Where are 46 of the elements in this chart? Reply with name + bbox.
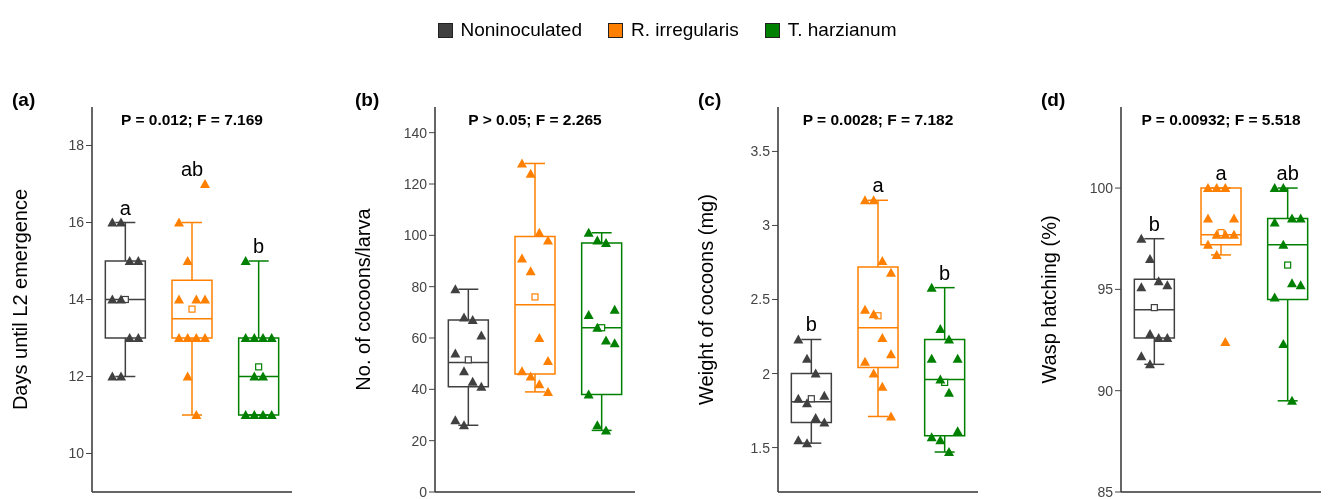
y-tick-label: 2 bbox=[762, 365, 771, 382]
y-tick-label: 20 bbox=[411, 432, 428, 449]
y-tick-label: 80 bbox=[411, 278, 428, 295]
y-tick-label: 60 bbox=[411, 329, 428, 346]
y-tick-label: 85 bbox=[1097, 483, 1114, 499]
annotation: a bbox=[872, 174, 885, 197]
y-tick-label: 12 bbox=[68, 368, 85, 385]
y-tick-label: 3 bbox=[762, 217, 771, 234]
y-tick-label: 40 bbox=[411, 381, 428, 398]
chart-subtitle: P = 0.012; F = 7.169 bbox=[120, 111, 264, 129]
y-tick-label: 140 bbox=[403, 124, 428, 141]
annotation: b bbox=[253, 235, 265, 257]
chart-title: (c) bbox=[698, 89, 722, 111]
chart-subtitle: P = 0.00932; F = 5.518 bbox=[1140, 111, 1302, 129]
y-tick-label: 100 bbox=[1089, 180, 1114, 197]
annotation: a bbox=[1215, 162, 1228, 185]
y-tick-label: 14 bbox=[68, 291, 85, 308]
y-axis-title: Wasp hatching (%) bbox=[1038, 215, 1061, 384]
y-tick-label: 90 bbox=[1097, 382, 1114, 399]
y-tick-label: 16 bbox=[68, 214, 85, 231]
y-tick-label: 95 bbox=[1097, 281, 1114, 298]
y-tick-label: 3.5 bbox=[750, 143, 771, 160]
chart-title: (a) bbox=[12, 89, 36, 111]
y-tick-label: 1.5 bbox=[750, 439, 771, 456]
annotation: ab bbox=[1276, 162, 1299, 185]
y-axis-title: Weight of cocoons (mg) bbox=[695, 194, 718, 405]
y-tick-label: 0 bbox=[419, 483, 428, 499]
y-tick-label: 2.5 bbox=[750, 291, 771, 308]
annotation: ab bbox=[180, 158, 204, 180]
y-axis-title: Days until L2 emergence bbox=[9, 188, 32, 411]
annotation: a bbox=[119, 196, 132, 219]
annotation: b bbox=[1148, 212, 1160, 235]
legend-label: T. harzianum bbox=[787, 19, 897, 41]
annotation: b bbox=[805, 313, 817, 336]
y-tick-label: 18 bbox=[68, 137, 85, 154]
annotation: b bbox=[939, 261, 951, 284]
chart-title: (d) bbox=[1041, 89, 1066, 111]
y-tick-label: 100 bbox=[403, 227, 428, 244]
y-axis-title: No. of cocoons/larva bbox=[352, 207, 375, 391]
chart-subtitle: P > 0.05; F = 2.265 bbox=[467, 111, 603, 129]
legend-label: Noninoculated bbox=[460, 19, 582, 41]
chart-subtitle: P = 0.0028; F = 7.182 bbox=[801, 111, 955, 129]
y-tick-label: 10 bbox=[68, 445, 85, 462]
legend-label: R. irregularis bbox=[631, 19, 739, 41]
chart-title: (b) bbox=[355, 89, 380, 111]
y-tick-label: 120 bbox=[403, 175, 428, 192]
